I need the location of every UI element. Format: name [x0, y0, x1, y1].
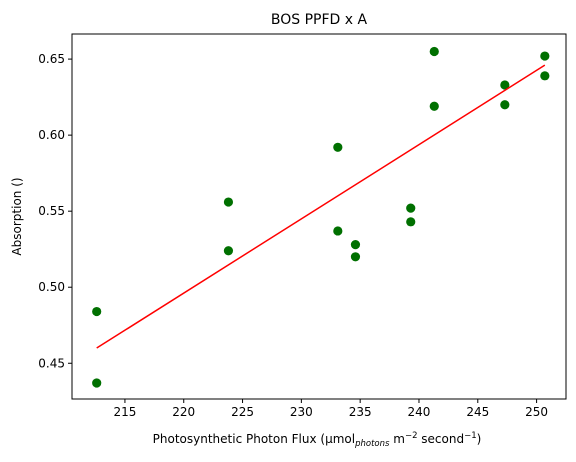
data-point — [333, 142, 343, 152]
fit-line — [96, 64, 546, 349]
data-point — [406, 217, 416, 227]
x-tick-label: 230 — [290, 405, 313, 419]
data-point — [92, 378, 102, 388]
data-point — [540, 71, 550, 81]
x-axis-label: Photosynthetic Photon Flux (µmolphotons … — [153, 431, 482, 449]
data-point — [350, 252, 361, 262]
data-point — [540, 51, 550, 61]
x-axis-label-sub: photons — [354, 439, 390, 449]
data-point — [429, 101, 439, 111]
x-axis-label-sup2: −1 — [464, 431, 477, 441]
data-point — [406, 203, 416, 213]
data-point — [223, 246, 234, 256]
x-tick-label: 245 — [466, 405, 489, 419]
x-tick-label: 215 — [113, 405, 136, 419]
data-point — [350, 240, 361, 250]
x-axis-label-main: Photosynthetic Photon Flux (µmol — [153, 432, 355, 446]
x-tick-label: 240 — [408, 405, 431, 419]
chart-title: BOS PPFD x A — [271, 12, 368, 28]
x-axis-label-end: ) — [477, 432, 482, 446]
data-point — [223, 197, 234, 207]
x-axis-label-mid: m — [389, 432, 405, 446]
y-tick-label: 0.65 — [38, 52, 65, 66]
data-point — [333, 226, 343, 236]
x-tick-label: 220 — [172, 405, 195, 419]
x-axis-label-sup1: −2 — [405, 431, 418, 441]
x-tick-label: 235 — [349, 405, 372, 419]
y-tick-label: 0.45 — [38, 356, 65, 370]
data-point — [429, 46, 439, 57]
data-point — [92, 306, 102, 317]
y-tick-label: 0.60 — [38, 128, 65, 142]
y-tick-label: 0.55 — [38, 204, 65, 218]
y-tick-label: 0.50 — [38, 280, 65, 294]
data-point — [500, 100, 510, 110]
x-tick-label: 250 — [525, 405, 548, 419]
x-tick-label: 225 — [231, 405, 254, 419]
data-point — [500, 80, 510, 90]
y-axis-label: Absorption () — [10, 177, 24, 255]
plot-frame — [71, 33, 567, 400]
x-axis-label-mid2: second — [417, 432, 464, 446]
